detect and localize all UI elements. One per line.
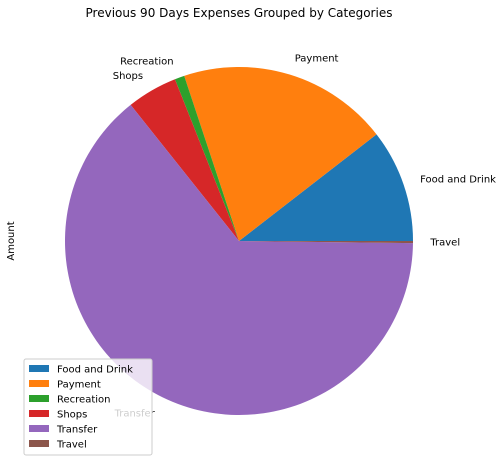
- legend-swatch-payment: [29, 380, 49, 387]
- legend-label-food-and-drink: Food and Drink: [57, 365, 133, 376]
- slice-label-shops: Shops: [113, 71, 143, 82]
- legend-swatch-recreation: [29, 395, 49, 402]
- pie-slice-food-and-drink: [239, 134, 413, 241]
- legend-swatch-food-and-drink: [29, 365, 49, 372]
- y-axis-label: Amount: [6, 221, 17, 260]
- slice-label-food-and-drink: Food and Drink: [420, 175, 496, 186]
- legend-label-shops: Shops: [57, 410, 87, 421]
- pie-slice-transfer: [65, 104, 413, 415]
- legend-swatch-transfer: [29, 425, 49, 432]
- legend-swatch-shops: [29, 410, 49, 417]
- legend-label-payment: Payment: [57, 380, 101, 391]
- pie-slice-recreation: [174, 75, 239, 241]
- pie-slices: [65, 67, 413, 415]
- legend: Food and Drink Payment Recreation Shops Tran…: [23, 358, 153, 456]
- pie-slice-payment: [184, 67, 377, 241]
- legend-label-travel: Travel: [56, 440, 87, 451]
- pie-slice-shops: [130, 79, 239, 241]
- legend-label-recreation: Recreation: [57, 395, 110, 406]
- chart-title: Previous 90 Days Expenses Grouped by Cat…: [86, 6, 393, 20]
- legend-frame: [23, 358, 153, 456]
- legend-label-transfer: Transfer: [56, 425, 98, 436]
- slice-label-payment: Payment: [295, 53, 339, 64]
- slice-label-travel: Travel: [429, 238, 460, 249]
- legend-swatch-travel: [29, 440, 49, 447]
- pie-slice-travel: [239, 241, 413, 244]
- slice-label-recreation: Recreation: [120, 57, 173, 68]
